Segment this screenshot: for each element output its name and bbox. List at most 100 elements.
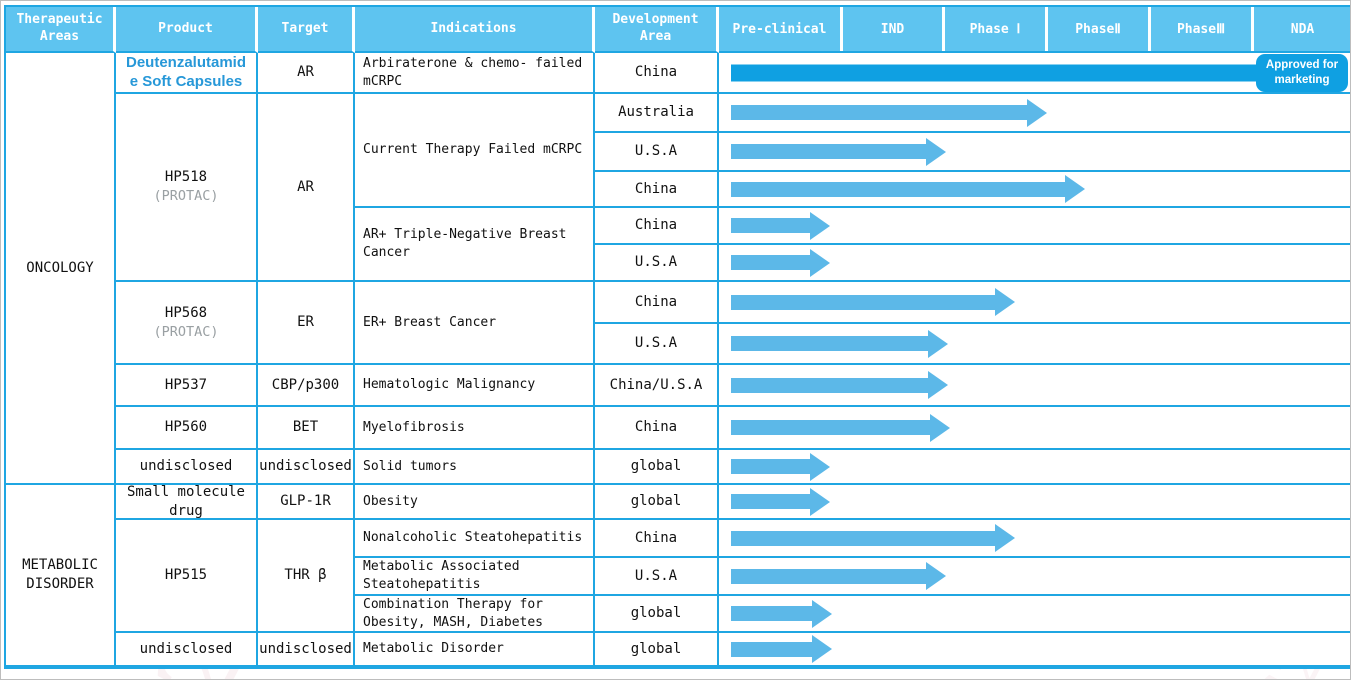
progress-bar-approved (731, 64, 1260, 81)
timeline-cell (719, 520, 1350, 558)
timeline-cell: Approved for marketing (719, 53, 1350, 94)
timeline-cell (719, 596, 1350, 633)
approved-badge: Approved for marketing (1256, 53, 1348, 92)
target-cell: CBP/p300 (258, 365, 355, 407)
arrow-head (926, 562, 946, 590)
indication-cell: Solid tumors (355, 450, 595, 485)
target-cell: GLP-1R (258, 485, 355, 520)
dev-area-cell: global (595, 450, 719, 485)
arrow-shaft (731, 105, 1027, 120)
target-cell: BET (258, 407, 355, 450)
dev-area-cell: global (595, 485, 719, 520)
product-cell-hp568: HP568 (PROTAC) (116, 282, 258, 365)
indication-cell: Combination Therapy for Obesity, MASH, D… (355, 596, 595, 633)
arrow-head (930, 413, 950, 442)
timeline-cell (719, 208, 1350, 245)
phase-header-phase1: Phase Ⅰ (942, 7, 1045, 51)
col-header-product: Product (116, 7, 258, 53)
progress-arrow (731, 487, 830, 516)
arrow-shaft (731, 218, 810, 233)
arrow-shaft (731, 294, 995, 310)
timeline-cell (719, 172, 1350, 208)
progress-arrow (731, 371, 948, 399)
area-group-oncology: ONCOLOGY (6, 53, 116, 485)
progress-arrow (731, 524, 1015, 552)
progress-arrow (731, 452, 830, 481)
arrow-shaft (731, 459, 810, 474)
indication-cell: AR+ Triple-Negative Breast Cancer (355, 208, 595, 282)
progress-arrow (731, 175, 1085, 203)
dev-area-cell: China (595, 53, 719, 94)
dev-area-cell: China (595, 407, 719, 450)
phase-header-ind: IND (840, 7, 942, 51)
arrow-head (1027, 98, 1047, 127)
dev-area-cell: China (595, 282, 719, 324)
dev-area-cell: Australia (595, 94, 719, 133)
arrow-head (812, 599, 832, 628)
arrow-head (812, 635, 832, 663)
product-modality: (PROTAC) (153, 188, 219, 205)
col-header-target: Target (258, 7, 355, 53)
timeline-cell (719, 633, 1350, 667)
phase-header-nda: NDA (1251, 7, 1350, 51)
arrow-shaft (731, 641, 812, 657)
target-cell: undisclosed (258, 633, 355, 667)
pipeline-table: Therapeutic Areas Product Target Indicat… (4, 5, 1350, 669)
phase-header-phase2: PhaseⅡ (1045, 7, 1148, 51)
dev-area-cell: global (595, 596, 719, 633)
timeline-cell (719, 485, 1350, 520)
dev-area-cell: U.S.A (595, 245, 719, 282)
product-name: HP568 (164, 304, 208, 321)
progress-arrow (731, 562, 946, 590)
arrow-shaft (731, 336, 928, 351)
progress-arrow (731, 248, 830, 277)
arrow-shaft (731, 530, 995, 546)
timeline-cell (719, 94, 1350, 133)
progress-arrow (731, 211, 830, 240)
product-name: HP518 (164, 169, 208, 186)
arrow-shaft (731, 494, 810, 509)
arrow-shaft (731, 420, 930, 435)
indication-cell: ER+ Breast Cancer (355, 282, 595, 365)
product-cell-undisclosed-2: undisclosed (116, 633, 258, 667)
arrow-shaft (731, 255, 810, 270)
progress-arrow (731, 98, 1047, 127)
progress-arrow (731, 599, 832, 628)
target-cell: undisclosed (258, 450, 355, 485)
arrow-head (995, 524, 1015, 552)
arrow-shaft (731, 606, 812, 621)
target-cell: AR (258, 94, 355, 282)
dev-area-cell: U.S.A (595, 558, 719, 596)
arrow-head (810, 211, 830, 240)
arrow-head (928, 371, 948, 399)
timeline-cell (719, 450, 1350, 485)
timeline-cell (719, 407, 1350, 450)
indication-cell: Metabolic Associated Steatohepatitis (355, 558, 595, 596)
dev-area-cell: U.S.A (595, 324, 719, 365)
progress-arrow (731, 137, 946, 166)
dev-area-cell: China/U.S.A (595, 365, 719, 407)
dev-area-cell: China (595, 208, 719, 245)
timeline-cell (719, 365, 1350, 407)
dev-area-cell: global (595, 633, 719, 667)
target-cell: ER (258, 282, 355, 365)
target-cell: THR β (258, 520, 355, 633)
product-modality: (PROTAC) (153, 323, 219, 340)
phase-header-row: Pre-clinical IND Phase Ⅰ PhaseⅡ PhaseⅢ N… (719, 7, 1350, 53)
arrow-head (928, 329, 948, 358)
indication-cell: Obesity (355, 485, 595, 520)
indication-cell: Hematologic Malignancy (355, 365, 595, 407)
progress-arrow (731, 635, 832, 663)
indication-cell: Nonalcoholic Steatohepatitis (355, 520, 595, 558)
col-header-development-area: Development Area (595, 7, 719, 53)
target-cell: AR (258, 53, 355, 94)
progress-arrow (731, 413, 950, 442)
col-header-therapeutic-areas: Therapeutic Areas (6, 7, 116, 53)
arrow-head (810, 452, 830, 481)
indication-cell: Current Therapy Failed mCRPC (355, 94, 595, 208)
progress-arrow (731, 329, 948, 358)
dev-area-cell: China (595, 520, 719, 558)
area-group-metabolic-disorder: METABOLIC DISORDER (6, 485, 116, 667)
timeline-cell (719, 324, 1350, 365)
